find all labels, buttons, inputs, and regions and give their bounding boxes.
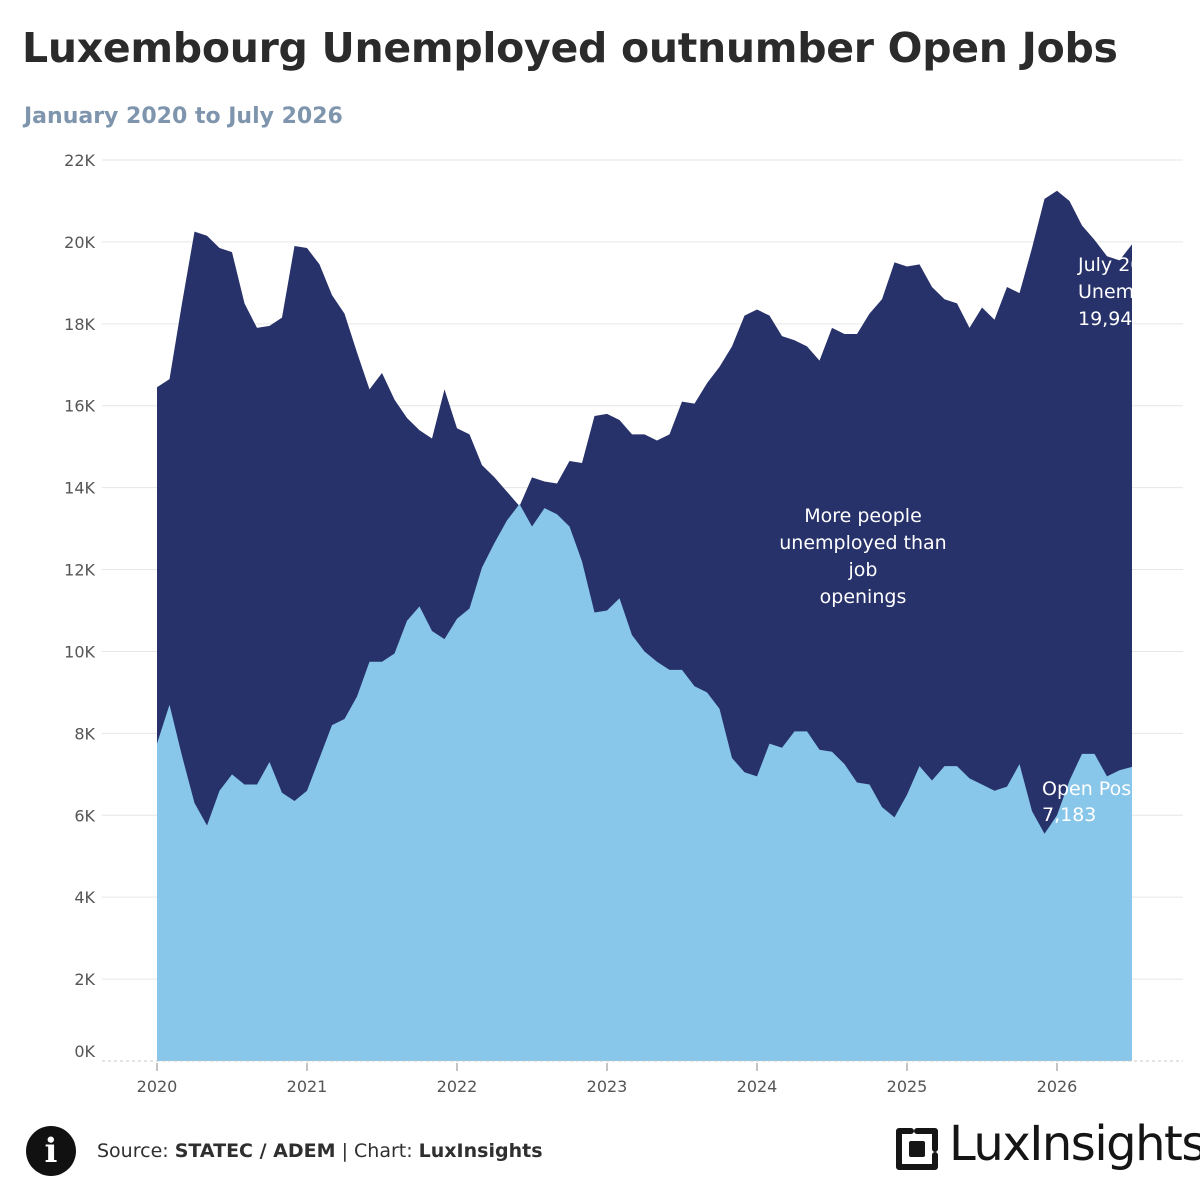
y-tick-label: 0K (74, 1042, 95, 1061)
annotation-middle-line: unemployed than (779, 532, 946, 554)
logo-text: LuxInsights (949, 1116, 1200, 1172)
footer: i Source: STATEC / ADEM | Chart: LuxInsi… (0, 1116, 1200, 1182)
series-area-open-positions (157, 504, 1132, 1061)
y-tick-label: 16K (64, 397, 95, 416)
source-prefix: Source: (97, 1140, 175, 1162)
annotation-unemployed-line: 19,94 (1078, 308, 1132, 330)
chart-subtitle: January 2020 to July 2026 (24, 104, 343, 129)
y-tick-label: 12K (64, 561, 95, 580)
x-tick-label: 2020 (137, 1077, 178, 1096)
area-series (157, 190, 1132, 1062)
logo-mark-icon (896, 1128, 938, 1170)
annotation-open-line: 7,183 (1042, 804, 1096, 826)
annotation-middle-line: job (848, 559, 878, 581)
info-icon[interactable]: i (26, 1126, 76, 1176)
x-tick-label: 2026 (1037, 1077, 1078, 1096)
x-tick-label: 2022 (437, 1077, 478, 1096)
annotation-unemployed-line: Unempl (1078, 281, 1152, 303)
annotation-unemployed-line: July 20 (1077, 254, 1142, 276)
x-tick-label: 2025 (887, 1077, 928, 1096)
source-credit: Source: STATEC / ADEM | Chart: LuxInsigh… (97, 1140, 543, 1162)
y-tick-label: 2K (74, 970, 95, 989)
y-tick-label: 4K (74, 888, 95, 907)
y-tick-label: 8K (74, 724, 95, 743)
source-name: STATEC / ADEM (174, 1140, 336, 1162)
y-tick-label: 20K (64, 233, 95, 252)
x-tick-label: 2023 (587, 1077, 628, 1096)
x-tick-label: 2021 (287, 1077, 328, 1096)
y-tick-label: 14K (64, 479, 95, 498)
chart-title: Luxembourg Unemployed outnumber Open Job… (22, 24, 1118, 72)
area-chart: 0K 2K 4K 6K 8K 10K 12K 14K 16K 18K 20K 22K 2020 2021 2… (64, 151, 1183, 1096)
x-tick-label: 2024 (737, 1077, 778, 1096)
axes: 0K 2K 4K 6K 8K 10K 12K 14K 16K 18K 20K 22K 2020 2021 2… (64, 151, 1183, 1096)
chart-author: LuxInsights (418, 1140, 543, 1162)
annotation-middle-line: openings (820, 586, 907, 608)
source-separator: | Chart: (335, 1140, 419, 1162)
y-tick-label: 10K (64, 642, 95, 661)
annotation-open-line: Open Posi (1042, 778, 1136, 800)
annotation-middle-line: More people (804, 505, 922, 527)
y-tick-label: 22K (64, 151, 95, 170)
annotations: More people unemployed than job openings Jul… (779, 254, 1152, 826)
y-tick-label: 18K (64, 315, 95, 334)
y-tick-label: 6K (74, 806, 95, 825)
